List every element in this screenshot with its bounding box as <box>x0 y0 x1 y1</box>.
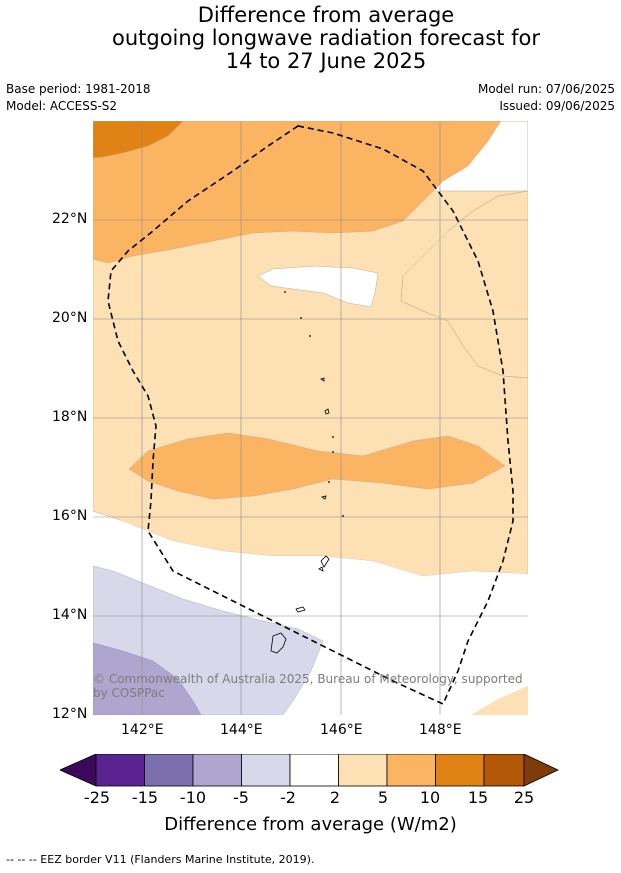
map-svg <box>93 121 528 715</box>
colorbar-label-5: -2 <box>280 788 296 807</box>
model-text: Model: ACCESS-S2 <box>6 99 118 113</box>
meta-left: Base period: 1981-2018 Model: ACCESS-S2 <box>6 81 151 115</box>
colorbar-extend-high <box>523 754 559 787</box>
copyright-notice: © Commonwealth of Australia 2025, Bureau… <box>93 672 523 700</box>
title-line-2: outgoing longwave radiation forecast for <box>111 26 541 50</box>
colorbar-label-6: 2 <box>329 788 341 807</box>
colorbar-bin-3 <box>192 754 242 787</box>
island-dots <box>284 291 344 517</box>
colorbar-bin-7 <box>386 754 436 787</box>
issued-text: Issued: 09/06/2025 <box>499 99 615 113</box>
island-guam <box>270 632 287 654</box>
island-tinian <box>318 566 324 572</box>
colorbar-bin-9 <box>483 754 525 787</box>
anomaly-region-orange-north <box>93 121 502 264</box>
gridlines <box>93 121 528 715</box>
island-rota <box>295 606 306 613</box>
lat-label-22n: 22°N <box>52 211 88 227</box>
colorbar-title: Difference from average (W/m2) <box>164 814 457 835</box>
colorbar-bin-4 <box>241 754 291 787</box>
colorbar-bin-8 <box>435 754 485 787</box>
lat-label-14n: 14°N <box>52 607 88 623</box>
island-anatahan <box>321 495 327 500</box>
colorbar-label-10: 25 <box>513 788 535 807</box>
title-line-1: Difference from average <box>197 3 455 27</box>
lon-label-148e: 148°E <box>419 722 462 738</box>
colorbar-label-2: -15 <box>131 788 159 807</box>
colorbar-label-7: 5 <box>377 788 389 807</box>
colorbar-label-1: -25 <box>83 788 111 807</box>
footer-legend: -- -- -- EEZ border V11 (Flanders Marine… <box>6 853 315 866</box>
map-title: Difference from average outgoing longwav… <box>0 4 621 73</box>
base-period-text: Base period: 1981-2018 <box>6 82 151 96</box>
colorbar-label-4: -5 <box>233 788 249 807</box>
island-saipan <box>320 555 330 568</box>
lon-label-146e: 146°E <box>320 722 363 738</box>
anomaly-region-light-orange-se <box>471 686 528 715</box>
colorbar-label-8: 10 <box>419 788 441 807</box>
lon-label-144e: 144°E <box>220 722 263 738</box>
lon-label-142e: 142°E <box>121 722 164 738</box>
lat-label-18n: 18°N <box>52 409 88 425</box>
map-area <box>93 121 528 715</box>
lat-label-20n: 20°N <box>52 310 88 326</box>
lat-label-12n: 12°N <box>52 706 88 722</box>
islands <box>270 377 330 654</box>
colorbar-bin-6 <box>338 754 388 787</box>
eez-border <box>107 125 514 706</box>
colorbar-label-3: -10 <box>179 788 207 807</box>
colorbar-bin-5 <box>289 754 339 787</box>
colorbar-extend-low <box>60 754 97 787</box>
model-run-text: Model run: 07/06/2025 <box>477 82 615 96</box>
colorbar <box>60 754 559 787</box>
colorbar-label-9: 15 <box>467 788 489 807</box>
lat-label-16n: 16°N <box>52 508 88 524</box>
anomaly-region-near-normal-north <box>257 265 379 308</box>
island-pagan <box>324 408 330 415</box>
anomaly-region-dark-orange <box>93 121 184 159</box>
meta-right: Model run: 07/06/2025 Issued: 09/06/2025 <box>478 81 615 115</box>
title-line-3: 14 to 27 June 2025 <box>225 49 427 73</box>
colorbar-bin-2 <box>144 754 194 787</box>
colorbar-bin-1 <box>95 754 145 787</box>
anomaly-region-purple <box>93 642 202 715</box>
island-agrihan <box>320 377 325 382</box>
anomaly-region-orange-17n <box>128 432 506 500</box>
